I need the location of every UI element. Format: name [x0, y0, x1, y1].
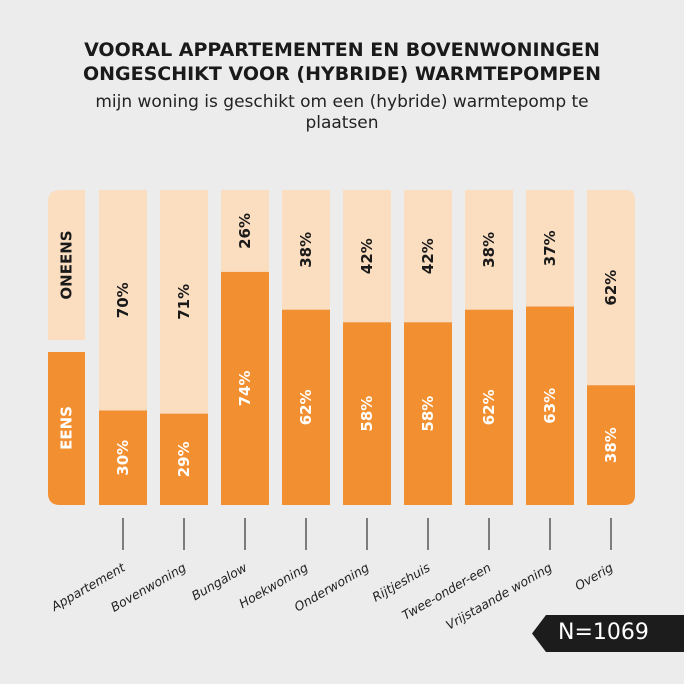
data-label-eens: 74% — [236, 370, 254, 406]
legend-eens-label: EENS — [58, 406, 76, 450]
bar-eens — [465, 309, 513, 505]
data-label-eens: 58% — [419, 396, 437, 432]
bar-eens — [282, 309, 330, 505]
data-label-eens: 58% — [358, 396, 376, 432]
chart-title-line1: VOORAL APPARTEMENTEN EN BOVENWONINGEN — [84, 39, 600, 61]
legend-eens-swatch — [48, 352, 85, 505]
bar-eens — [99, 410, 147, 505]
bar-eens — [587, 385, 635, 505]
data-label-eens: 29% — [175, 441, 193, 477]
data-label-oneens: 42% — [419, 238, 437, 274]
bar-eens — [343, 322, 391, 505]
data-label-eens: 62% — [297, 389, 315, 425]
x-tick-label: Overig — [572, 560, 615, 594]
data-label-eens: 38% — [602, 427, 620, 463]
bar-eens — [221, 271, 269, 505]
sample-size-label: N=1069 — [558, 620, 649, 645]
chart-subtitle: mijn woning is geschikt om een (hybride)… — [95, 92, 589, 133]
bar-oneens — [465, 190, 513, 310]
data-label-oneens: 37% — [541, 230, 559, 266]
chart-title-line2: ONGESCHIKT VOOR (HYBRIDE) WARMTEPOMPEN — [82, 63, 602, 85]
bar-oneens — [221, 190, 269, 272]
bar-oneens — [343, 190, 391, 323]
bar-oneens — [160, 190, 208, 414]
bar-eens — [404, 322, 452, 505]
data-label-oneens: 38% — [480, 232, 498, 268]
data-label-eens: 63% — [541, 388, 559, 424]
bar-oneens — [587, 190, 635, 386]
bar-eens — [526, 306, 574, 505]
data-label-eens: 30% — [114, 440, 132, 476]
data-label-oneens: 71% — [175, 284, 193, 320]
data-label-oneens: 38% — [297, 232, 315, 268]
legend-oneens-swatch — [48, 190, 85, 340]
data-label-oneens: 26% — [236, 213, 254, 249]
bar-oneens — [526, 190, 574, 307]
sample-size-badge: N=1069 — [532, 615, 684, 652]
bar-oneens — [404, 190, 452, 323]
data-label-oneens: 42% — [358, 238, 376, 274]
bar-oneens — [99, 190, 147, 411]
data-label-eens: 62% — [480, 389, 498, 425]
bar-oneens — [282, 190, 330, 310]
data-label-oneens: 70% — [114, 282, 132, 318]
data-label-oneens: 62% — [602, 270, 620, 306]
bar-eens — [160, 413, 208, 505]
legend-oneens-label: ONEENS — [58, 230, 76, 299]
